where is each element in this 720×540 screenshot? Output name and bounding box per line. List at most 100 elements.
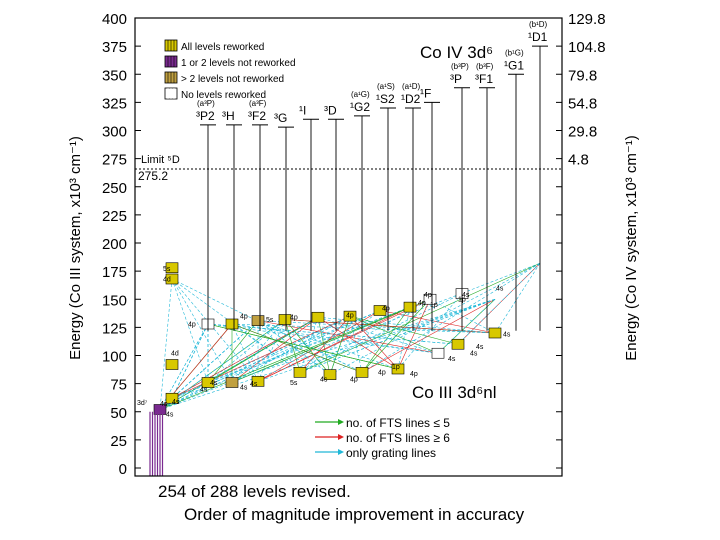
caption-line-2: Order of magnitude improvement in accura… (184, 505, 525, 524)
co4-term: (b¹G)¹G1 (504, 48, 524, 331)
transition-line (257, 320, 496, 334)
transition-line (231, 317, 319, 383)
co4-terms: (a³P)³P2 ³H (a³F)³F2 ³G ¹I ³D (a¹G)¹G2 (a¹S)¹S2… (196, 20, 548, 331)
transition-line (317, 317, 331, 375)
left-tick-label: 75 (110, 377, 127, 394)
transition-line (397, 307, 411, 370)
level-box (431, 347, 445, 359)
transition-line (329, 316, 351, 375)
level-label: 4d (163, 276, 171, 283)
left-tick-label: 350 (102, 67, 127, 84)
left-tick-label: 225 (102, 208, 127, 225)
left-tick-label: 50 (110, 405, 127, 422)
co4-term-label: ³D (324, 103, 337, 117)
co4-term: ¹F (420, 86, 440, 331)
left-tick-label: 300 (102, 124, 127, 141)
transition-line (159, 319, 286, 410)
co4-term: (b³P)³P (450, 62, 470, 331)
plot-frame (134, 17, 563, 477)
left-tick-label: 175 (102, 264, 127, 281)
co4-term: (a³F)³F2 (248, 99, 268, 331)
level-box (423, 293, 437, 305)
level-box (165, 359, 179, 370)
level-label: 4s (160, 401, 168, 408)
right-tick-label: 54.8 (568, 95, 597, 112)
co4-term: ¹I (299, 103, 319, 331)
left-tick-label: 0 (119, 461, 127, 478)
level-label: 4s (210, 380, 218, 387)
transition-line (171, 320, 259, 399)
level-box (311, 311, 325, 323)
level-label: 4p (346, 312, 354, 319)
level-box (165, 273, 179, 285)
transition-line (231, 323, 301, 373)
left-tick-label: 25 (110, 433, 127, 450)
co4-term: (b³F)³F1 (475, 62, 495, 331)
co4-term-parent: (a¹G) (351, 90, 370, 99)
left-tick-label: 150 (102, 292, 127, 309)
level-box (293, 367, 307, 378)
level-label: 4s (172, 399, 180, 406)
left-tick-label: 275 (102, 152, 127, 169)
level-label: 5s (163, 266, 171, 273)
level-box (201, 377, 215, 388)
legend-levels: All levels reworked 1 or 2 levels not rew… (164, 39, 296, 101)
legend-level-label: No levels reworked (181, 90, 266, 101)
co3-title: Co III 3d⁶nl (412, 383, 497, 402)
co4-term-parent: (b¹D) (529, 20, 548, 29)
co4-term-parent: (a³F) (249, 99, 267, 108)
transition-line (257, 320, 363, 373)
axis-ticks: 4003753503253002752502252001751501251007… (102, 11, 606, 478)
level-label: 4p (290, 315, 298, 322)
left-tick-label: 125 (102, 320, 127, 337)
level-label: 4p (188, 321, 196, 328)
level-box (391, 363, 405, 375)
transition-line (207, 323, 459, 345)
level-label: 4s (166, 411, 174, 418)
co4-term-label: ³G (274, 111, 287, 125)
transition-line (207, 306, 411, 383)
level-box (251, 315, 265, 326)
co4-term-label: ³H (222, 109, 235, 123)
transition-line (349, 315, 399, 370)
limit-label: Limit ⁵D (141, 154, 180, 166)
left-axis-title: Energy (Co III system, x10³ cm⁻¹) (67, 136, 84, 360)
right-tick-label: 104.8 (568, 39, 606, 56)
transition-line (429, 298, 496, 334)
transition-line (284, 319, 301, 373)
level-label: 4p (424, 292, 432, 299)
transition-line (159, 298, 496, 410)
transition-line (457, 263, 541, 345)
level-label: 4s (250, 381, 258, 388)
legend-level-item: No levels reworked (164, 87, 266, 101)
co4-term-label: ³P2 (196, 109, 215, 123)
co4-term-label: ¹G1 (504, 58, 524, 72)
co4-term: (b¹D)¹D1 (528, 20, 548, 331)
level-label: 4s (503, 331, 511, 338)
legend-line-label: no. of FTS lines ≤ 5 (346, 416, 450, 430)
legend-line-item: no. of FTS lines ≤ 5 (315, 416, 450, 430)
level-label: 4s (470, 351, 478, 358)
level-box (251, 376, 265, 387)
legend-line-label: only grating lines (346, 446, 436, 460)
transition-line (159, 315, 351, 410)
legend-level-item: All levels reworked (164, 39, 264, 53)
level-box (403, 301, 417, 313)
transition-line (317, 316, 399, 370)
energy-level-diagram: 4003753503253002752502252001751501251007… (67, 11, 640, 478)
co4-term-label: ³F2 (248, 109, 266, 123)
level-label: 4s (476, 344, 484, 351)
co4-term: (a³P)³P2 (196, 99, 216, 331)
transition-line (349, 316, 363, 373)
level-label: 4p (410, 371, 418, 378)
level-label: 5s (266, 317, 274, 324)
co4-term-label: ¹F (420, 86, 431, 100)
transition-line (397, 299, 431, 370)
transition-line (257, 320, 331, 375)
legend-line-label: no. of FTS lines ≥ 6 (346, 431, 450, 445)
left-tick-label: 375 (102, 39, 127, 56)
transition-line (171, 315, 351, 399)
energy-levels (149, 262, 502, 476)
co4-term-label: ¹D2 (401, 92, 421, 106)
transition-line (397, 293, 463, 370)
